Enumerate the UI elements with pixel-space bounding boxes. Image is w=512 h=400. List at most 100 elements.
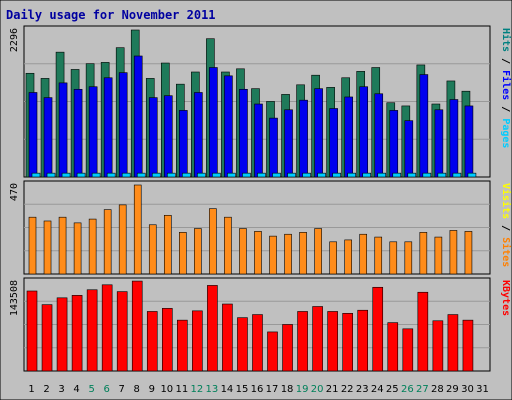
bar-kbytes [41, 304, 53, 372]
x-tick-label: 9 [149, 384, 155, 395]
panel-hits_files_pages: 2296 Hits / Files / Pages [9, 25, 512, 178]
bar-visits [344, 239, 352, 275]
bar-kbytes [267, 331, 278, 372]
bar-files [103, 77, 113, 178]
bar-visits [179, 232, 187, 275]
bar-visits [374, 236, 383, 275]
bar-kbytes [417, 291, 429, 372]
bar-visits [239, 228, 247, 275]
bar-pages [377, 172, 387, 178]
bar-files [374, 93, 384, 178]
bar-pages [422, 172, 432, 178]
bar-pages [31, 172, 41, 178]
x-tick-label: 18 [281, 384, 294, 395]
x-tick-label: 13 [206, 384, 219, 395]
bar-kbytes [387, 322, 399, 372]
bar-kbytes [101, 284, 113, 372]
bar-pages [91, 172, 101, 178]
bar-kbytes [146, 311, 158, 372]
bar-pages [197, 172, 206, 178]
x-tick-label: 1 [28, 384, 34, 395]
bar-files [58, 82, 68, 178]
bar-pages [61, 172, 71, 178]
bar-files [148, 97, 158, 178]
ylabel-part: Sites [500, 237, 512, 267]
bar-visits [449, 230, 458, 275]
bar-kbytes [462, 319, 474, 372]
bar-kbytes [86, 289, 98, 372]
x-tick-label: 7 [119, 384, 125, 395]
bar-pages [46, 172, 56, 178]
bar-visits [284, 233, 292, 275]
bar-visits [103, 209, 112, 275]
bar-files [284, 109, 293, 178]
bar-pages [467, 172, 477, 178]
bar-files [179, 110, 188, 178]
bar-pages [136, 172, 146, 178]
x-tick-label: 8 [134, 384, 140, 395]
bar-pages [212, 172, 221, 178]
bar-files [404, 120, 414, 178]
bar-pages [407, 172, 417, 178]
bar-visits [224, 216, 232, 275]
bar-kbytes [312, 306, 323, 372]
bar-visits [254, 231, 262, 275]
panel-ylabel: KBytes [500, 280, 511, 316]
bar-kbytes [327, 311, 338, 372]
panel-ylabel: Visits / Sites [500, 183, 512, 267]
bar-files [73, 88, 83, 178]
bar-pages [151, 172, 161, 178]
bar-files [389, 110, 399, 178]
ylabel-part: / [500, 52, 511, 70]
bar-kbytes [297, 311, 308, 372]
bar-visits [163, 214, 172, 275]
bar-kbytes [252, 314, 263, 372]
bar-files [209, 67, 218, 178]
bar-files [314, 88, 323, 178]
bar-pages [182, 172, 191, 178]
bar-kbytes [237, 317, 248, 372]
x-tick-label: 17 [266, 384, 279, 395]
panel-max-label: 2296 [9, 28, 20, 52]
ylabel-part: / [500, 219, 511, 237]
bar-kbytes [447, 314, 459, 372]
x-axis-labels: 1 2 3 4 5 6 7 8 9 10 11 12 13 14 15 16 17 18 19 20 21 22 23 24 2… [28, 384, 489, 395]
bar-files [28, 92, 38, 178]
x-tick-label: 20 [311, 384, 324, 395]
x-tick-label: 19 [296, 384, 309, 395]
bar-visits [329, 241, 337, 275]
bar-files [118, 72, 128, 178]
x-tick-label: 26 [401, 384, 414, 395]
x-tick-label: 21 [326, 384, 339, 395]
bar-kbytes [207, 285, 218, 372]
x-tick-label: 2 [43, 384, 49, 395]
bar-visits [148, 224, 157, 275]
bar-pages [121, 172, 131, 178]
bar-kbytes [131, 280, 143, 372]
x-tick-label: 23 [356, 384, 369, 395]
bar-files [434, 109, 444, 178]
bar-kbytes [26, 290, 38, 372]
ylabel-part: KBytes [500, 280, 511, 316]
bar-pages [76, 172, 86, 178]
bar-files [269, 117, 278, 178]
bar-kbytes [432, 320, 444, 372]
bar-pages [272, 172, 281, 178]
bar-visits [28, 216, 37, 275]
bar-visits [389, 241, 398, 275]
x-tick-label: 6 [103, 384, 109, 395]
bar-visits [118, 204, 127, 275]
bar-files [419, 74, 429, 178]
bar-visits [434, 236, 443, 275]
bar-files [449, 99, 459, 178]
bar-visits [314, 228, 322, 275]
bar-pages [287, 172, 296, 178]
bar-visits [133, 184, 142, 275]
bar-files [239, 88, 248, 178]
bar-kbytes [116, 291, 128, 372]
x-tick-label: 27 [416, 384, 429, 395]
bar-visits [58, 216, 67, 275]
chart-panels: 2296 Hits / Files / Pages 470 Visits / Site… [9, 25, 512, 372]
bar-visits [43, 220, 52, 275]
